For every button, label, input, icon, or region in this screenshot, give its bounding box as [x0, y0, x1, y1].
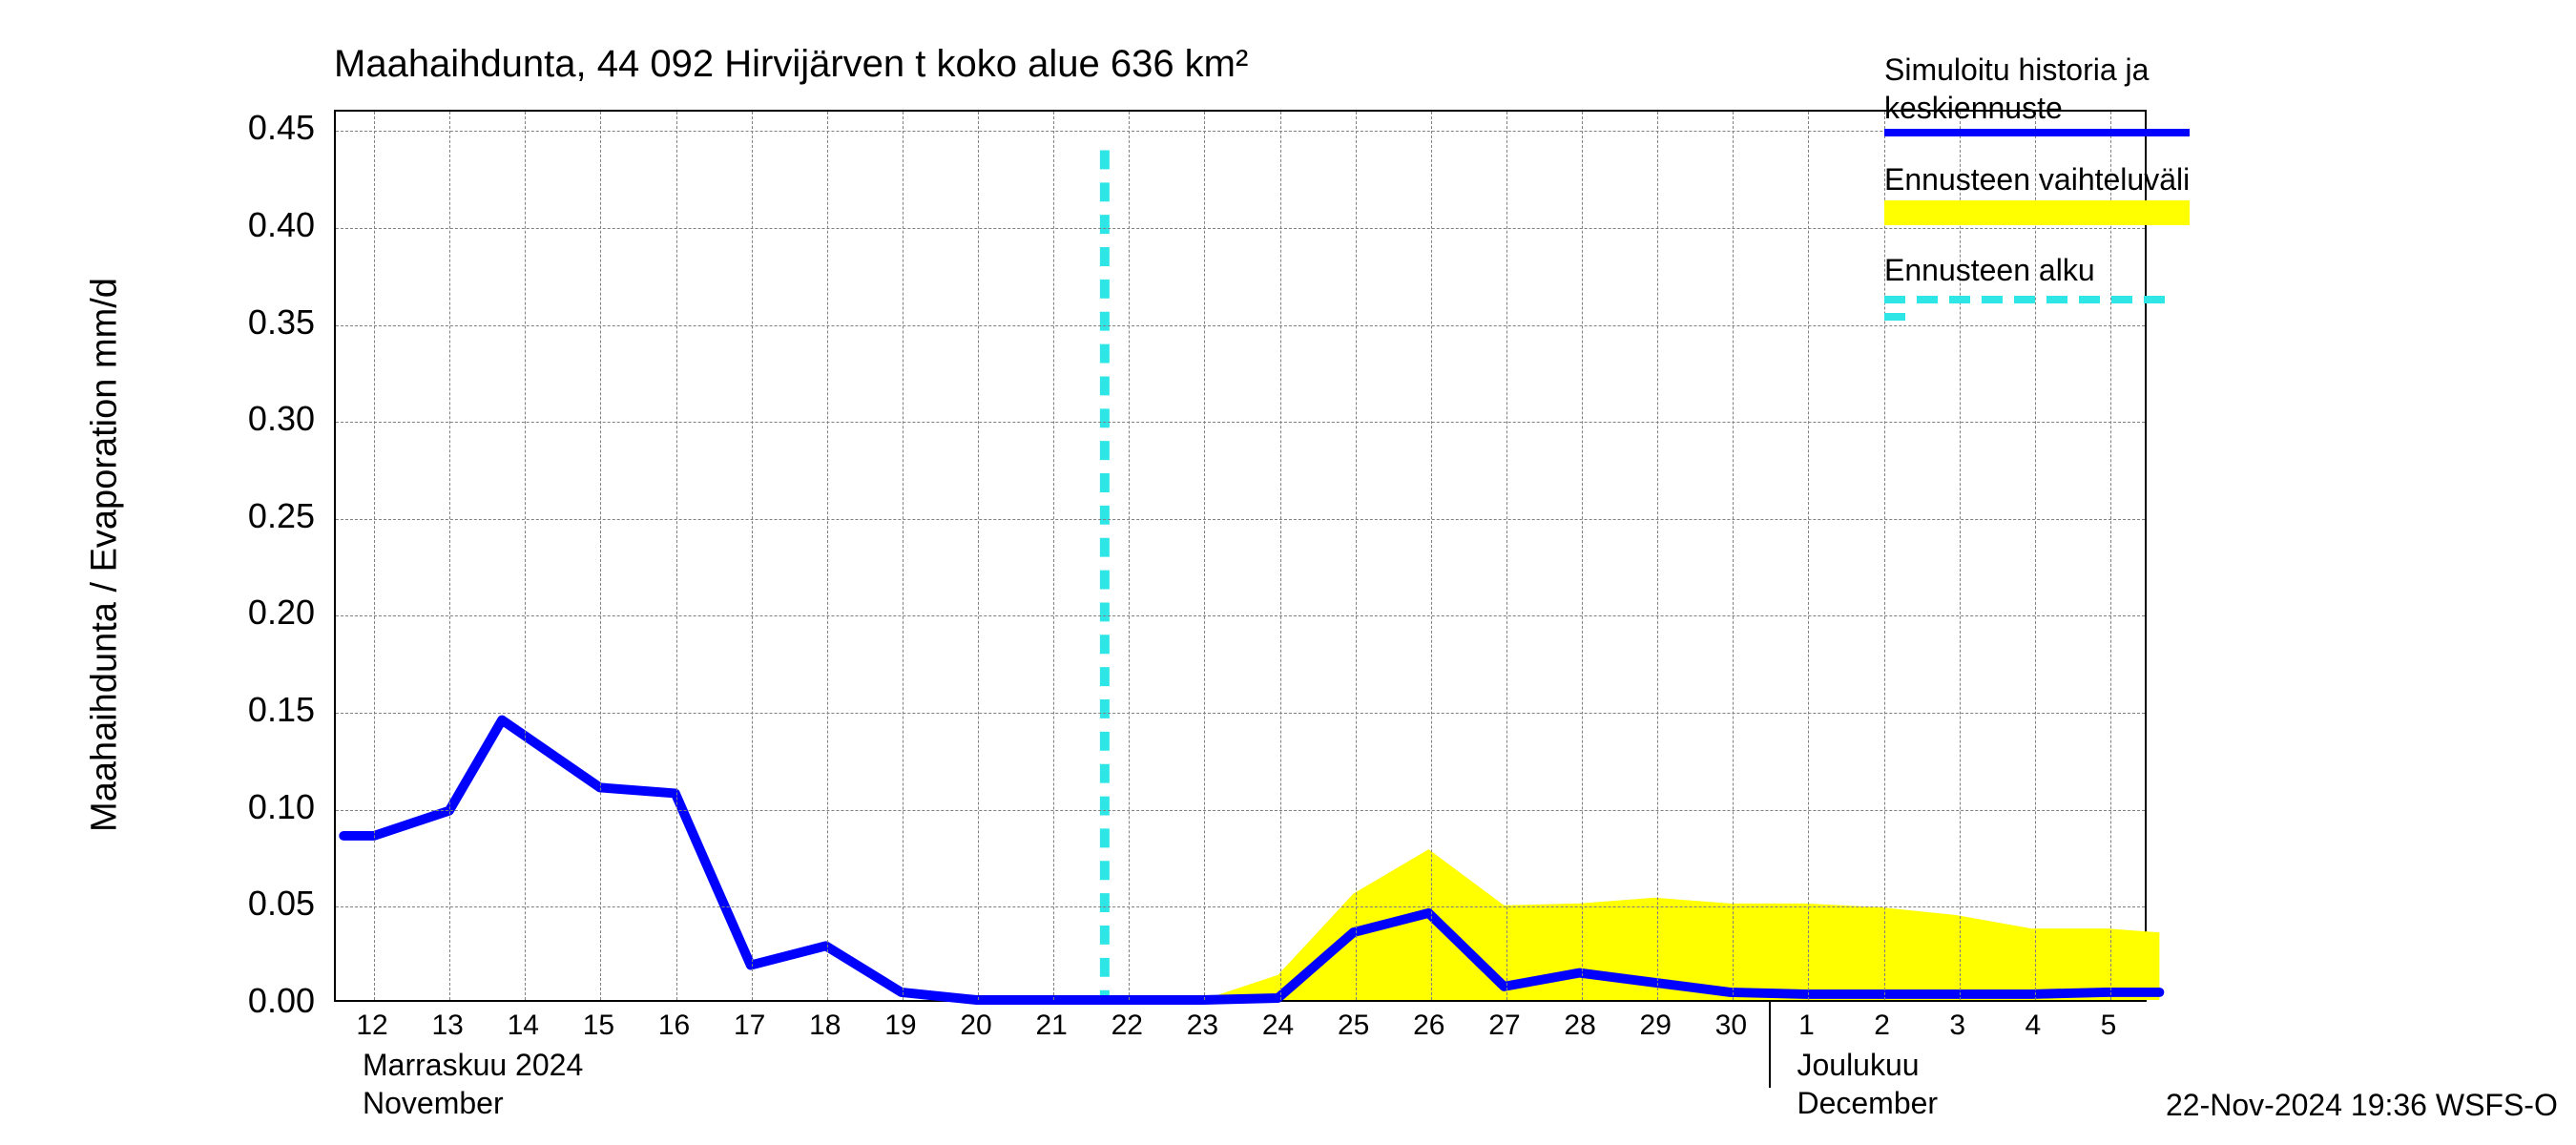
gridline-v [2035, 112, 2036, 1000]
legend-swatch-simulated [1884, 129, 2190, 136]
gridline-h [336, 228, 2145, 229]
x-month-label-fi: Marraskuu 2024 [363, 1048, 583, 1083]
x-tick-label: 30 [1715, 1010, 1747, 1042]
y-tick-label: 0.05 [200, 884, 315, 924]
gridline-v [1808, 112, 1809, 1000]
gridline-v [374, 112, 375, 1000]
gridline-v [903, 112, 904, 1000]
x-tick-label: 28 [1564, 1010, 1595, 1042]
x-tick-label: 1 [1798, 1010, 1815, 1042]
legend-label-simulated-l1: Simuloitu historia ja [1884, 52, 2149, 88]
gridline-h [336, 422, 2145, 423]
x-tick-label: 13 [431, 1010, 463, 1042]
gridline-v [1431, 112, 1432, 1000]
gridline-v [1884, 112, 1885, 1000]
x-tick-label: 23 [1187, 1010, 1218, 1042]
y-tick-label: 0.20 [200, 593, 315, 633]
gridline-v [752, 112, 753, 1000]
legend-label-band: Ennusteen vaihteluväli [1884, 162, 2190, 198]
gridline-v [600, 112, 601, 1000]
x-tick-label: 29 [1640, 1010, 1672, 1042]
x-tick-label: 17 [734, 1010, 765, 1042]
x-tick-label: 18 [809, 1010, 841, 1042]
gridline-h [336, 131, 2145, 132]
gridline-h [336, 325, 2145, 326]
y-tick-label: 0.45 [200, 108, 315, 148]
gridline-v [1280, 112, 1281, 1000]
gridline-v [1356, 112, 1357, 1000]
gridline-v [2110, 112, 2111, 1000]
y-axis-label: Maahaihdunta / Evaporation mm/d [85, 221, 126, 889]
x-tick-label: 25 [1338, 1010, 1369, 1042]
x-tick-label: 12 [356, 1010, 387, 1042]
gridline-v [1582, 112, 1583, 1000]
x-tick-label: 26 [1413, 1010, 1444, 1042]
legend-swatch-band [1884, 200, 2190, 225]
y-tick-label: 0.30 [200, 399, 315, 439]
gridline-h [336, 615, 2145, 616]
y-tick-label: 0.35 [200, 302, 315, 343]
gridline-v [827, 112, 828, 1000]
x-tick-label: 15 [583, 1010, 614, 1042]
gridline-v [1053, 112, 1054, 1000]
x-tick-label: 22 [1111, 1010, 1143, 1042]
gridline-h [336, 906, 2145, 907]
x-tick-label: 4 [2025, 1010, 2042, 1042]
gridline-h [336, 713, 2145, 714]
x-tick-label: 19 [884, 1010, 916, 1042]
x-month-label-en: December [1797, 1086, 1938, 1121]
gridline-v [978, 112, 979, 1000]
y-tick-label: 0.10 [200, 787, 315, 827]
x-tick-label: 16 [658, 1010, 690, 1042]
x-tick-label: 2 [1874, 1010, 1890, 1042]
chart-svg [336, 112, 2145, 1000]
y-tick-label: 0.25 [200, 496, 315, 536]
legend-label-forecast-start: Ennusteen alku [1884, 253, 2095, 288]
history-line [343, 720, 1105, 1000]
gridline-v [676, 112, 677, 1000]
legend-swatch-forecast-start [1884, 291, 2190, 299]
footer-timestamp: 22-Nov-2024 19:36 WSFS-O [2166, 1088, 2558, 1123]
gridline-h [336, 519, 2145, 520]
y-tick-label: 0.40 [200, 205, 315, 245]
gridline-v [449, 112, 450, 1000]
gridline-v [1657, 112, 1658, 1000]
x-tick-label: 3 [1949, 1010, 1965, 1042]
gridline-v [1960, 112, 1961, 1000]
gridline-v [1506, 112, 1507, 1000]
gridline-h [336, 810, 2145, 811]
month-divider [1769, 1002, 1771, 1088]
gridline-v [1733, 112, 1734, 1000]
y-tick-label: 0.15 [200, 690, 315, 730]
chart-title: Maahaihdunta, 44 092 Hirvijärven t koko … [334, 43, 1248, 86]
x-tick-label: 21 [1035, 1010, 1067, 1042]
gridline-v [1129, 112, 1130, 1000]
x-month-label-fi: Joulukuu [1797, 1048, 1919, 1083]
x-month-label-en: November [363, 1086, 504, 1121]
x-tick-label: 5 [2101, 1010, 2117, 1042]
legend-label-simulated-l2: keskiennuste [1884, 91, 2063, 126]
gridline-v [525, 112, 526, 1000]
x-tick-label: 20 [960, 1010, 991, 1042]
x-tick-label: 14 [508, 1010, 539, 1042]
y-tick-label: 0.00 [200, 981, 315, 1021]
x-tick-label: 24 [1262, 1010, 1294, 1042]
chart-plot-area [334, 110, 2147, 1002]
gridline-v [1204, 112, 1205, 1000]
x-tick-label: 27 [1488, 1010, 1520, 1042]
